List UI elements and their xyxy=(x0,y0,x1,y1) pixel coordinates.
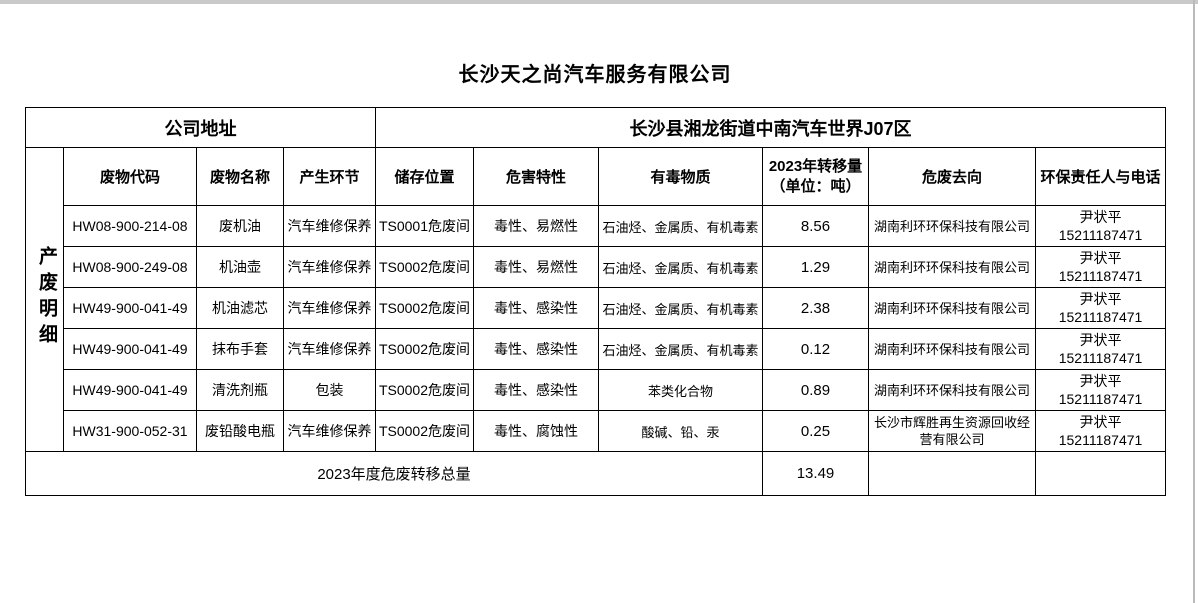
cell-waste-name: 废机油 xyxy=(196,205,284,247)
column-header-hazard: 危害特性 xyxy=(473,147,599,206)
cell-toxic: 石油烃、金属质、有机毒素 xyxy=(598,205,763,247)
table-row: HW31-900-052-31 废铅酸电瓶 汽车维修保养 TS0002危废间 毒… xyxy=(26,410,1167,452)
total-label: 2023年度危废转移总量 xyxy=(25,451,763,496)
cell-destination: 湖南利环环保科技有限公司 xyxy=(868,246,1036,288)
cell-amount: 0.25 xyxy=(762,410,869,452)
contact-name: 尹状平 xyxy=(1079,373,1122,389)
cell-destination: 湖南利环环保科技有限公司 xyxy=(868,205,1036,247)
cell-stage: 汽车维修保养 xyxy=(283,246,376,288)
contact-phone: 15211187471 xyxy=(1058,391,1143,407)
table-row: HW49-900-041-49 清洗剂瓶 包装 TS0002危废间 毒性、感染性… xyxy=(26,369,1167,411)
cell-waste-name: 机油壶 xyxy=(196,246,284,288)
cell-stage: 汽车维修保养 xyxy=(283,287,376,329)
cell-toxic: 石油烃、金属质、有机毒素 xyxy=(598,328,763,370)
contact-name: 尹状平 xyxy=(1079,332,1122,348)
cell-amount: 0.12 xyxy=(762,328,869,370)
cell-destination: 湖南利环环保科技有限公司 xyxy=(868,287,1036,329)
cell-storage: TS0002危废间 xyxy=(375,369,474,411)
column-header-destination: 危废去向 xyxy=(868,147,1036,206)
cell-hazard: 毒性、易燃性 xyxy=(473,205,599,247)
company-address-label: 公司地址 xyxy=(25,107,376,148)
table-row: HW49-900-041-49 机油滤芯 汽车维修保养 TS0002危废间 毒性… xyxy=(26,287,1167,329)
side-label: 产废明细 xyxy=(36,245,57,350)
cell-contact: 尹状平 15211187471 xyxy=(1034,246,1167,288)
column-header-storage: 储存位置 xyxy=(375,147,474,206)
column-header-amount-line2: （单位：吨） xyxy=(770,177,861,195)
empty-cell-destination xyxy=(868,451,1036,496)
cell-storage: TS0002危废间 xyxy=(375,410,474,452)
cell-amount: 8.56 xyxy=(762,205,869,247)
company-address-value: 长沙县湘龙街道中南汽车世界J07区 xyxy=(374,107,1167,148)
cell-storage: TS0002危废间 xyxy=(375,287,474,329)
cell-amount: 0.89 xyxy=(762,369,869,411)
cell-waste-code: HW31-900-052-31 xyxy=(63,410,197,452)
side-label-cell: 产废明细 xyxy=(25,147,64,452)
contact-name: 尹状平 xyxy=(1079,209,1122,225)
contact-phone: 15211187471 xyxy=(1058,432,1143,448)
empty-cell-contact xyxy=(1034,451,1167,496)
cell-amount: 1.29 xyxy=(762,246,869,288)
cell-destination: 长沙市辉胜再生资源回收经营有限公司 xyxy=(868,410,1036,452)
contact-name: 尹状平 xyxy=(1079,414,1122,430)
cell-waste-name: 废铅酸电瓶 xyxy=(196,410,284,452)
contact-phone: 15211187471 xyxy=(1058,268,1143,284)
cell-destination: 湖南利环环保科技有限公司 xyxy=(868,328,1036,370)
cell-waste-code: HW49-900-041-49 xyxy=(63,328,197,370)
contact-name: 尹状平 xyxy=(1079,291,1122,307)
cell-waste-name: 清洗剂瓶 xyxy=(196,369,284,411)
table-header-row: 产废明细 废物代码 废物名称 产生环节 储存位置 危害特性 有毒物质 2023年… xyxy=(25,147,1167,452)
contact-name: 尹状平 xyxy=(1079,250,1122,266)
column-header-toxic: 有毒物质 xyxy=(598,147,763,206)
column-header-code: 废物代码 xyxy=(63,147,197,206)
cell-hazard: 毒性、感染性 xyxy=(473,369,599,411)
table-row: HW08-900-249-08 机油壶 汽车维修保养 TS0002危废间 毒性、… xyxy=(26,246,1167,288)
cell-waste-code: HW08-900-214-08 xyxy=(63,205,197,247)
cell-waste-name: 抹布手套 xyxy=(196,328,284,370)
page-right-edge-line xyxy=(1193,0,1195,603)
company-address-row: 公司地址 长沙县湘龙街道中南汽车世界J07区 xyxy=(25,107,1167,148)
cell-hazard: 毒性、腐蚀性 xyxy=(473,410,599,452)
cell-toxic: 石油烃、金属质、有机毒素 xyxy=(598,246,763,288)
cell-stage: 包装 xyxy=(283,369,376,411)
cell-storage: TS0002危废间 xyxy=(375,328,474,370)
cell-stage: 汽车维修保养 xyxy=(283,328,376,370)
contact-phone: 15211187471 xyxy=(1058,309,1143,325)
cell-destination: 湖南利环环保科技有限公司 xyxy=(868,369,1036,411)
column-header-amount: 2023年转移量 （单位：吨） xyxy=(762,147,869,206)
table-row: HW08-900-214-08 废机油 汽车维修保养 TS0001危废间 毒性、… xyxy=(26,205,1167,247)
column-header-stage: 产生环节 xyxy=(283,147,376,206)
column-header-name: 废物名称 xyxy=(196,147,284,206)
column-header-amount-line1: 2023年转移量 xyxy=(768,157,863,175)
cell-contact: 尹状平 15211187471 xyxy=(1034,205,1167,247)
cell-toxic: 苯类化合物 xyxy=(598,369,763,411)
cell-hazard: 毒性、感染性 xyxy=(473,328,599,370)
cell-contact: 尹状平 15211187471 xyxy=(1034,287,1167,329)
cell-toxic: 石油烃、金属质、有机毒素 xyxy=(598,287,763,329)
cell-contact: 尹状平 15211187471 xyxy=(1034,328,1167,370)
total-amount: 13.49 xyxy=(762,451,869,496)
cell-waste-code: HW49-900-041-49 xyxy=(63,369,197,411)
cell-storage: TS0001危废间 xyxy=(375,205,474,247)
contact-phone: 15211187471 xyxy=(1058,227,1143,243)
cell-waste-code: HW08-900-249-08 xyxy=(63,246,197,288)
cell-hazard: 毒性、易燃性 xyxy=(473,246,599,288)
page-title: 长沙天之尚汽车服务有限公司 xyxy=(458,64,732,86)
total-row: 2023年度危废转移总量 13.49 xyxy=(25,451,1167,496)
cell-contact: 尹状平 15211187471 xyxy=(1034,369,1167,411)
table-row: HW49-900-041-49 抹布手套 汽车维修保养 TS0002危废间 毒性… xyxy=(26,328,1167,370)
cell-toxic: 酸碱、铅、汞 xyxy=(598,410,763,452)
cell-hazard: 毒性、感染性 xyxy=(473,287,599,329)
cell-waste-name: 机油滤芯 xyxy=(196,287,284,329)
contact-phone: 15211187471 xyxy=(1058,350,1143,366)
cell-waste-code: HW49-900-041-49 xyxy=(63,287,197,329)
cell-contact: 尹状平 15211187471 xyxy=(1034,410,1167,452)
column-header-contact: 环保责任人与电话 xyxy=(1034,147,1167,206)
cell-stage: 汽车维修保养 xyxy=(283,205,376,247)
cell-storage: TS0002危废间 xyxy=(375,246,474,288)
window-top-bar xyxy=(0,0,1198,4)
cell-amount: 2.38 xyxy=(762,287,869,329)
cell-stage: 汽车维修保养 xyxy=(283,410,376,452)
hazardous-waste-table: 公司地址 长沙县湘龙街道中南汽车世界J07区 产废明细 废物代码 废物名称 产生… xyxy=(25,107,1167,496)
